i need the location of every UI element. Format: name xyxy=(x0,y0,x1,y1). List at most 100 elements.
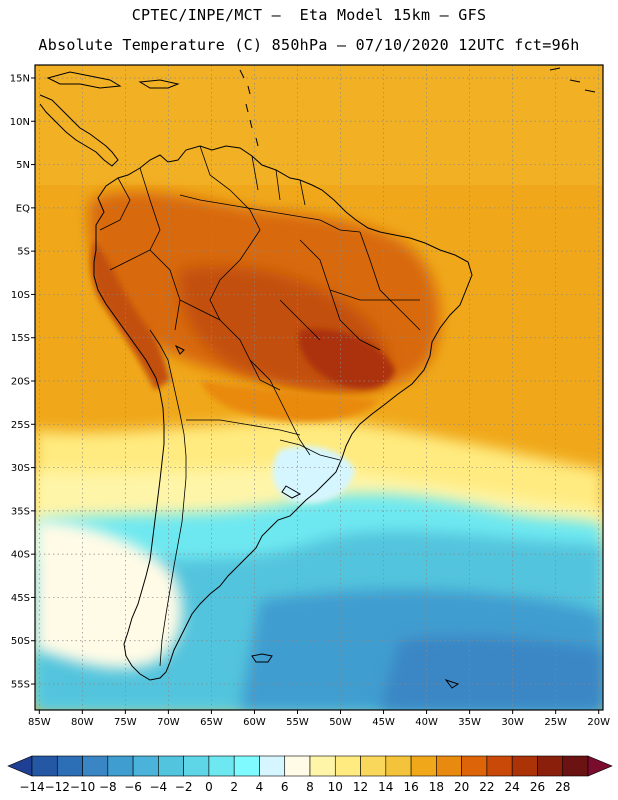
hispaniola-island xyxy=(138,79,180,89)
lake-titicaca xyxy=(174,344,185,355)
field-uruguay-cold xyxy=(272,446,355,504)
colorbar-label: −8 xyxy=(99,780,117,794)
colorbar-segment xyxy=(360,755,387,777)
colorbar-label: −10 xyxy=(70,780,95,794)
colorbar-segment xyxy=(486,755,513,777)
border-guianas xyxy=(251,155,306,206)
graticule xyxy=(35,65,603,710)
colorbar-label: 6 xyxy=(281,780,289,794)
border-andes xyxy=(149,329,187,667)
colorbar-label: −12 xyxy=(45,780,70,794)
lat-tick-label: 5N xyxy=(16,160,30,171)
lat-tick-label: 25S xyxy=(11,420,30,431)
field-blue-dark xyxy=(380,635,603,710)
colorbar-segment xyxy=(309,755,336,777)
colorbar-segment xyxy=(107,755,134,777)
lagoa-dos-patos xyxy=(281,485,302,499)
colorbar-segment xyxy=(158,755,184,777)
colorbar-segment xyxy=(233,755,260,777)
lat-tick-label: 50S xyxy=(11,636,30,647)
colorbar-min-arrow xyxy=(7,755,33,777)
colorbar-segment xyxy=(562,755,589,777)
lon-tick-label: 25W xyxy=(544,717,567,728)
colorbar-label: 22 xyxy=(479,780,494,794)
field-patagonia-pale xyxy=(35,520,183,669)
border-brazil-states xyxy=(279,231,421,351)
lat-tick-label: 55S xyxy=(11,680,30,691)
antilles-islands xyxy=(239,67,596,147)
colorbar-max-arrow xyxy=(587,755,613,777)
colorbar-label: 18 xyxy=(429,780,444,794)
falkland-islands xyxy=(251,653,273,663)
colorbar-label: 2 xyxy=(230,780,238,794)
lon-tick-label: 75W xyxy=(114,717,137,728)
colorbar-label: −2 xyxy=(175,780,193,794)
field-andes-warm xyxy=(90,240,170,390)
title-line-2: Absolute Temperature (C) 850hPa – 07/10/… xyxy=(38,36,580,54)
colorbar-label: 4 xyxy=(256,780,264,794)
lat-tick-label: 20S xyxy=(11,377,30,388)
lon-tick-label: 50W xyxy=(329,717,352,728)
colorbar-segment xyxy=(132,755,159,777)
lat-tick-label: 35S xyxy=(11,506,30,517)
colorbar-segment xyxy=(511,755,538,777)
lon-tick-label: 55W xyxy=(286,717,309,728)
border-brazil-north xyxy=(179,194,361,233)
colorbar xyxy=(7,755,613,777)
lat-tick-label: 10S xyxy=(11,290,30,301)
colorbar-segment xyxy=(385,755,412,777)
colorbar-segment xyxy=(284,755,311,777)
border-colombia-ecuador xyxy=(99,167,161,271)
temperature-field xyxy=(35,65,603,710)
lat-tick-label: 15S xyxy=(11,333,30,344)
border-peru-brazil xyxy=(149,249,181,331)
colorbar-labels: −14 −12 −10 −8 −6 −4 −2 0 2 4 6 8 10 12 14 16 18 20 22 24 26… xyxy=(19,780,570,794)
country-borders xyxy=(99,145,421,667)
colorbar-segment xyxy=(259,755,286,777)
border-brazil-uruguay xyxy=(279,439,341,461)
colorbar-label: 10 xyxy=(328,780,343,794)
coastlines xyxy=(39,67,596,689)
colorbar-label: −4 xyxy=(150,780,168,794)
map-frame xyxy=(34,64,604,711)
lat-tick-label: 40S xyxy=(11,550,30,561)
colorbar-label: 28 xyxy=(555,780,570,794)
lon-tick-label: 35W xyxy=(458,717,481,728)
colorbar-label: 26 xyxy=(530,780,545,794)
colorbar-label: 8 xyxy=(306,780,314,794)
colorbar-label: 12 xyxy=(353,780,368,794)
colorbar-segment xyxy=(208,755,235,777)
lat-tick-label: EQ xyxy=(16,203,30,214)
lon-tick-label: 30W xyxy=(501,717,524,728)
lat-tick-label: 30S xyxy=(11,463,30,474)
colorbar-label: 24 xyxy=(505,780,520,794)
colorbar-segment xyxy=(334,755,361,777)
colorbar-segment xyxy=(537,755,564,777)
colorbar-label: 0 xyxy=(205,780,213,794)
title-line-1: CPTEC/INPE/MCT – Eta Model 15km – GFS xyxy=(131,6,487,24)
field-warm-band xyxy=(200,380,380,422)
colorbar-label: 16 xyxy=(403,780,418,794)
colorbar-label: −6 xyxy=(124,780,142,794)
cuba-island xyxy=(46,71,122,89)
central-america-coast xyxy=(39,94,119,167)
lat-tick-label: 15N xyxy=(10,73,30,84)
lon-tick-label: 40W xyxy=(415,717,438,728)
colorbar-segment xyxy=(82,755,109,777)
lat-tick-label: 45S xyxy=(11,593,30,604)
colorbar-segment xyxy=(461,755,488,777)
south-georgia-island xyxy=(444,679,460,689)
border-argentina-north xyxy=(186,419,301,436)
longitude-axis: 85W 80W 75W 70W 65W 60W 55W 50W 45W 40W 35W 30W 25W 2… xyxy=(28,710,610,728)
lat-tick-label: 10N xyxy=(10,117,30,128)
lat-tick-label: 5S xyxy=(17,247,30,258)
lon-tick-label: 65W xyxy=(200,717,223,728)
latitude-axis: 15N 10N 5N EQ 5S 10S 15S 20S 25S 30S 35S 40S 45S 50S 5… xyxy=(10,73,35,691)
colorbar-label: 14 xyxy=(378,780,393,794)
lon-tick-label: 45W xyxy=(372,717,395,728)
field-north xyxy=(35,65,603,185)
colorbar-segment xyxy=(56,755,83,777)
colorbar-segment xyxy=(410,755,437,777)
field-hottest xyxy=(298,329,395,389)
